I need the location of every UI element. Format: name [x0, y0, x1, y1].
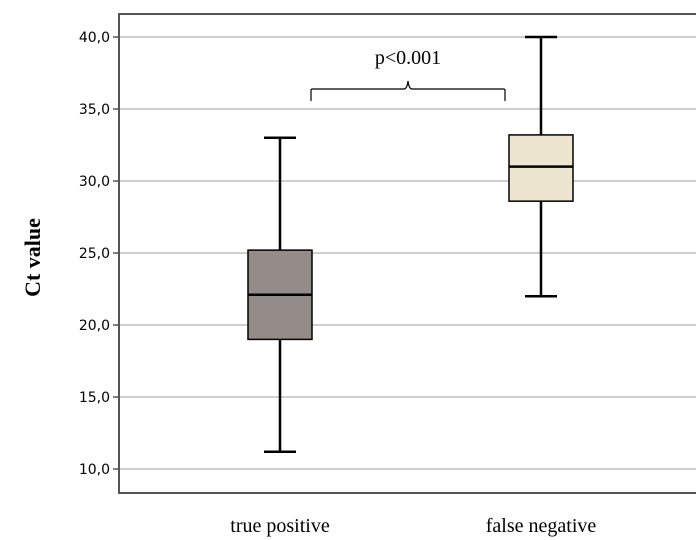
- y-axis: 10,0 15,0 20,0 25,0 30,0 35,0 40,0: [79, 30, 119, 478]
- box-false-negative: [508, 35, 574, 298]
- y-tick-label: 15,0: [79, 390, 110, 406]
- y-tick-label: 25,0: [79, 246, 110, 262]
- iqr-box: [508, 134, 574, 202]
- significance-bracket: [310, 80, 506, 101]
- y-tick-label: 30,0: [79, 174, 110, 190]
- x-axis: true positive false negative: [230, 515, 596, 537]
- boxes: [247, 35, 574, 453]
- box-true-positive: [247, 136, 313, 453]
- y-tick-label: 35,0: [79, 102, 110, 118]
- significance-annotation: p<0.001: [310, 47, 506, 101]
- p-value-label: p<0.001: [375, 47, 441, 69]
- x-category-label: false negative: [486, 515, 597, 537]
- gridlines: [119, 36, 696, 470]
- y-axis-title: Ct value: [20, 218, 45, 297]
- y-tick-label: 10,0: [79, 462, 110, 478]
- y-tick-label: 20,0: [79, 318, 110, 334]
- y-tick-label: 40,0: [79, 30, 110, 46]
- x-category-label: true positive: [230, 515, 330, 537]
